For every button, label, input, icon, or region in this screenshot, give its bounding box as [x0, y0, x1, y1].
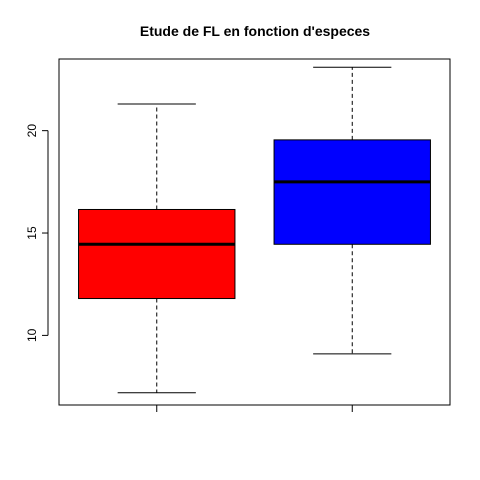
y-tick-label: 10 [25, 328, 39, 342]
chart-title: Etude de FL en fonction d'especes [140, 23, 370, 39]
box-1 [78, 103, 236, 394]
box-iqr [273, 139, 431, 245]
y-tick-label: 15 [25, 226, 39, 240]
x-axis [156, 404, 353, 412]
boxes-group [78, 66, 431, 394]
box-iqr [78, 208, 236, 300]
y-axis: 10 15 20 [25, 124, 49, 342]
y-tick-label: 20 [25, 124, 39, 138]
box-2 [273, 66, 431, 355]
